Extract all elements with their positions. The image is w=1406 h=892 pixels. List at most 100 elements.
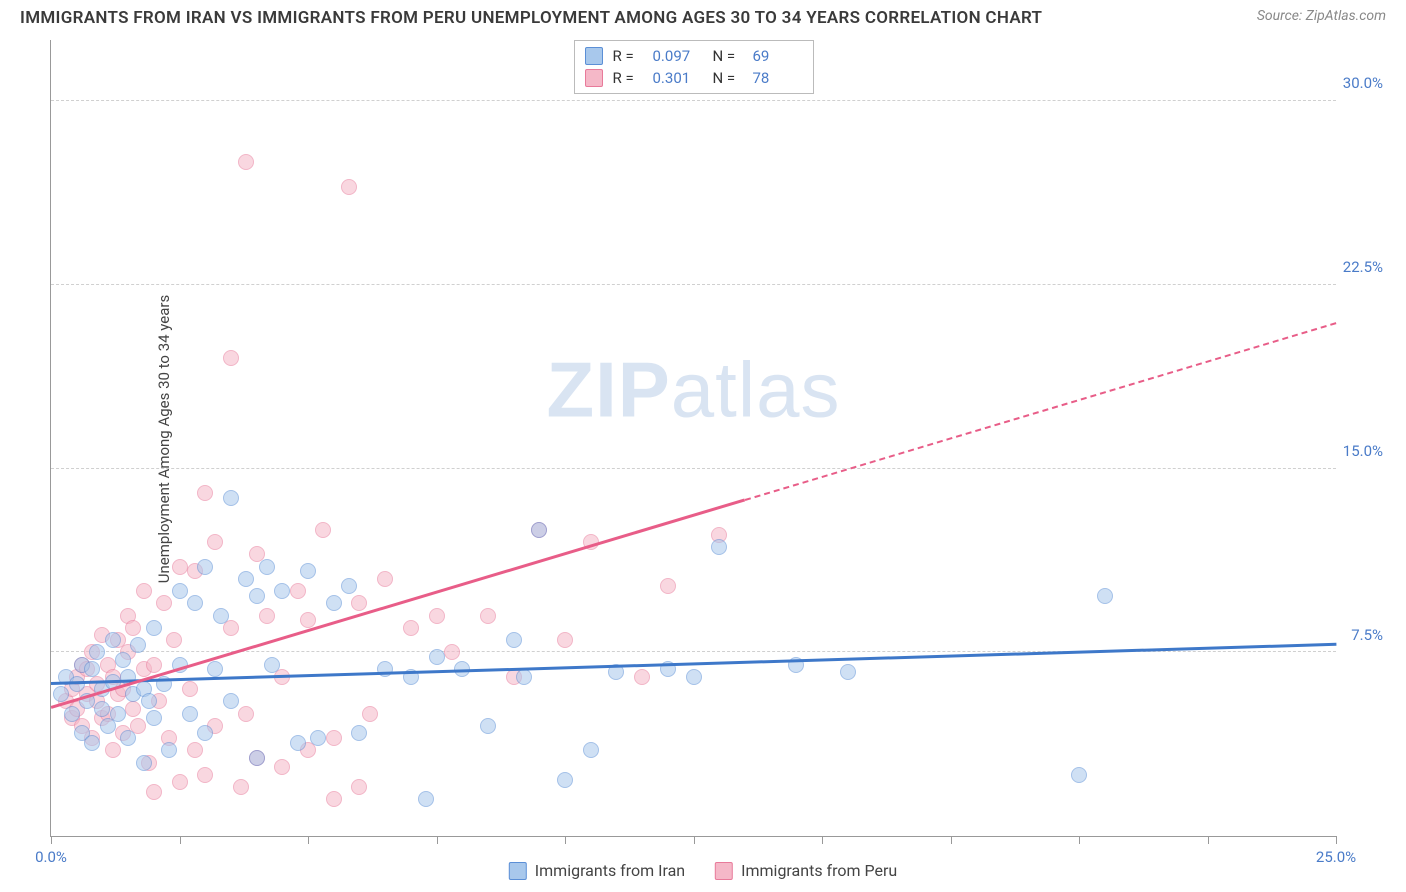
scatter-point <box>94 701 110 717</box>
scatter-point <box>125 620 141 636</box>
scatter-point <box>207 534 223 550</box>
scatter-point <box>351 779 367 795</box>
legend-row-iran: R = 0.097 N = 69 <box>585 45 803 67</box>
scatter-point <box>362 706 378 722</box>
scatter-point <box>146 620 162 636</box>
scatter-point <box>1097 588 1113 604</box>
x-tick <box>437 836 438 844</box>
scatter-point <box>197 767 213 783</box>
scatter-point <box>274 759 290 775</box>
scatter-point <box>290 583 306 599</box>
scatter-point <box>182 706 198 722</box>
scatter-point <box>238 571 254 587</box>
watermark: ZIPatlas <box>546 345 840 436</box>
scatter-point <box>172 583 188 599</box>
legend-swatch-peru-icon <box>715 862 733 880</box>
x-tick <box>180 836 181 844</box>
scatter-point <box>187 595 203 611</box>
scatter-point <box>377 571 393 587</box>
scatter-point <box>238 706 254 722</box>
scatter-point <box>341 578 357 594</box>
scatter-point <box>264 657 280 673</box>
scatter-point <box>686 669 702 685</box>
scatter-point <box>557 632 573 648</box>
scatter-point <box>130 637 146 653</box>
chart-area: Unemployment Among Ages 30 to 34 years Z… <box>50 40 1391 837</box>
scatter-point <box>310 730 326 746</box>
x-tick <box>51 836 52 844</box>
trend-line-extrapolated <box>745 322 1337 501</box>
scatter-point <box>351 595 367 611</box>
scatter-point <box>166 632 182 648</box>
scatter-point <box>156 595 172 611</box>
legend-item-iran: Immigrants from Iran <box>509 861 685 880</box>
scatter-point <box>197 485 213 501</box>
scatter-point <box>480 718 496 734</box>
y-tick-label: 30.0% <box>1343 74 1383 92</box>
scatter-point <box>115 652 131 668</box>
scatter-point <box>53 686 69 702</box>
y-tick-label: 7.5% <box>1351 626 1383 644</box>
legend-swatch-iran-icon <box>509 862 527 880</box>
scatter-point <box>238 154 254 170</box>
x-tick-label: 25.0% <box>1316 848 1356 866</box>
scatter-point <box>418 791 434 807</box>
source-attribution: Source: ZipAtlas.com <box>1257 8 1386 24</box>
scatter-point <box>223 490 239 506</box>
x-tick <box>694 836 695 844</box>
gridline <box>51 651 1336 652</box>
scatter-point <box>583 742 599 758</box>
x-tick <box>1336 836 1337 844</box>
scatter-point <box>480 608 496 624</box>
x-tick <box>951 836 952 844</box>
scatter-point <box>84 735 100 751</box>
scatter-point <box>187 742 203 758</box>
scatter-point <box>403 620 419 636</box>
gridline <box>51 468 1336 469</box>
scatter-point <box>182 681 198 697</box>
scatter-point <box>516 669 532 685</box>
scatter-point <box>840 664 856 680</box>
scatter-point <box>223 620 239 636</box>
scatter-point <box>326 791 342 807</box>
scatter-point <box>634 669 650 685</box>
scatter-point <box>274 583 290 599</box>
scatter-point <box>161 742 177 758</box>
scatter-point <box>711 539 727 555</box>
scatter-point <box>213 608 229 624</box>
scatter-point <box>223 693 239 709</box>
scatter-point <box>259 608 275 624</box>
x-tick <box>308 836 309 844</box>
scatter-point <box>1071 767 1087 783</box>
legend-swatch-iran <box>585 47 603 65</box>
gridline <box>51 100 1336 101</box>
scatter-point <box>146 784 162 800</box>
scatter-point <box>105 742 121 758</box>
scatter-point <box>249 588 265 604</box>
scatter-point <box>249 750 265 766</box>
scatter-point <box>64 706 80 722</box>
scatter-point <box>110 706 126 722</box>
chart-title: IMMIGRANTS FROM IRAN VS IMMIGRANTS FROM … <box>20 8 1042 28</box>
scatter-point <box>105 632 121 648</box>
scatter-point <box>197 725 213 741</box>
legend-row-peru: R = 0.301 N = 78 <box>585 67 803 89</box>
gridline <box>51 284 1336 285</box>
scatter-point <box>531 522 547 538</box>
scatter-point <box>136 755 152 771</box>
scatter-point <box>89 644 105 660</box>
scatter-point <box>444 644 460 660</box>
series-legend: Immigrants from Iran Immigrants from Per… <box>509 861 897 880</box>
x-tick <box>565 836 566 844</box>
scatter-point <box>141 693 157 709</box>
scatter-point <box>326 595 342 611</box>
scatter-point <box>223 350 239 366</box>
scatter-point <box>377 661 393 677</box>
scatter-point <box>506 632 522 648</box>
legend-swatch-peru <box>585 69 603 87</box>
scatter-point <box>429 649 445 665</box>
scatter-point <box>125 701 141 717</box>
scatter-point <box>557 772 573 788</box>
scatter-point <box>146 710 162 726</box>
legend-item-peru: Immigrants from Peru <box>715 861 897 880</box>
